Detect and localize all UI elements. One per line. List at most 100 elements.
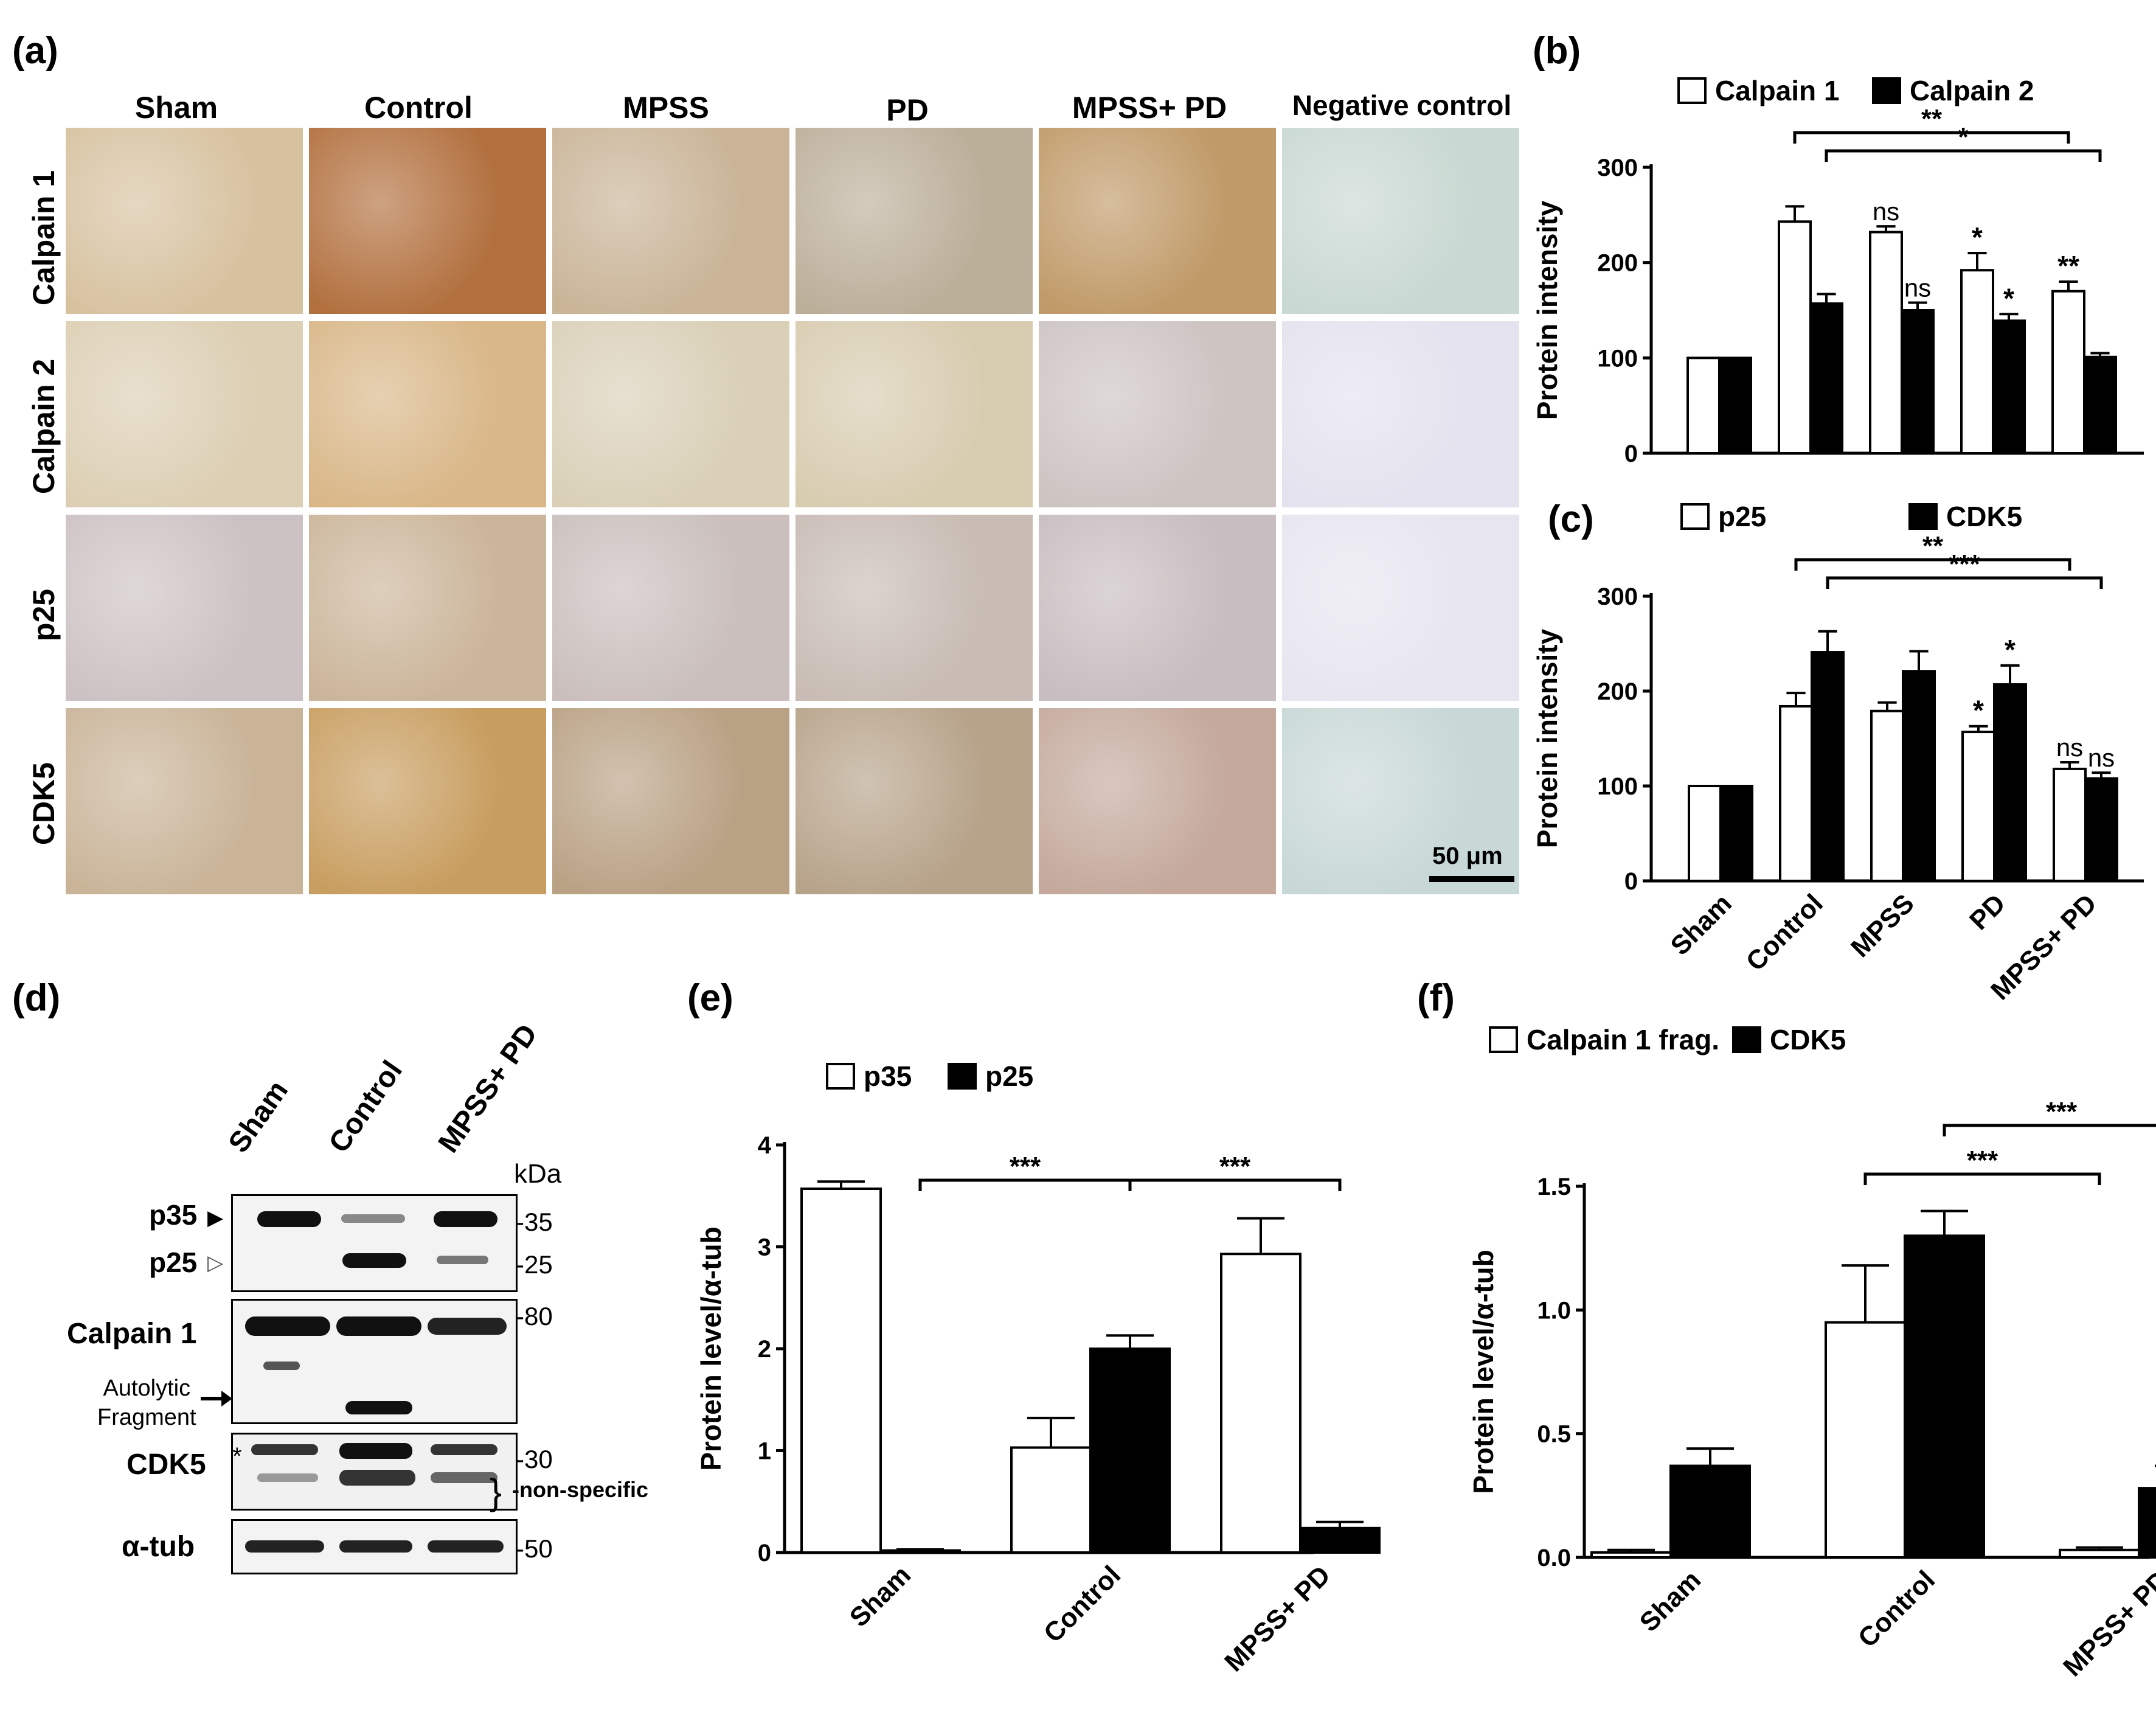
x-tick-label-2: MPSS+ PD (1219, 1560, 1336, 1677)
panel-label-d: (d) (12, 977, 61, 1019)
column-header-negative-control: Negative control (1292, 89, 1512, 121)
band-calpain1-sham (245, 1316, 330, 1336)
column-header-control: Control (364, 91, 473, 125)
y-axis-label: Protein level/α-tub (695, 1226, 727, 1470)
y-tick-label: 1.0 (1537, 1297, 1571, 1324)
bracket-label-1: *** (1949, 549, 1980, 579)
micrograph-tile-3-2 (552, 708, 789, 894)
bar-0-4 (2051, 290, 2085, 454)
column-header-mpss-pd: MPSS+ PD (1072, 91, 1227, 125)
blot-box-cdk5 (231, 1433, 518, 1511)
lane-label-sham: Sham (222, 1074, 295, 1159)
y-tick-label: 200 (1597, 678, 1638, 705)
bar-0-2 (1870, 709, 1904, 882)
x-tick-label-0: Sham (1634, 1565, 1707, 1637)
significance-mark-2: ns (2056, 733, 2083, 762)
significance-mark-1: ns (1904, 273, 1931, 302)
band-p35-control (341, 1214, 405, 1223)
band-p25-mpss-pd (437, 1256, 488, 1264)
bar-1-2 (1901, 309, 1935, 454)
micrograph-tile-3-3 (796, 708, 1033, 894)
bar-0-2 (1869, 231, 1903, 454)
bar-1-2 (2138, 1487, 2156, 1559)
panel-label-b: (b) (1533, 30, 1581, 72)
legend-label-0: p25 (1718, 501, 1766, 532)
band-tub-sham (245, 1540, 324, 1553)
micrograph-tile-1-0 (66, 321, 303, 507)
bracket-label-1: * (1958, 122, 1969, 152)
bar-1-0 (1669, 1464, 1751, 1559)
legend-swatch-1 (948, 1063, 977, 1090)
band-label-cdk5: CDK5 (127, 1448, 206, 1481)
y-tick-label: 0 (1624, 440, 1638, 467)
micrograph-tile-2-0 (66, 515, 303, 701)
bracket-0 (1793, 131, 2070, 144)
y-tick-label: 0.0 (1537, 1545, 1571, 1571)
y-tick-label: 300 (1597, 583, 1638, 610)
band-label-calpain1: Calpain 1 (67, 1318, 197, 1350)
band-label-alpha-tub: α-tub (122, 1531, 195, 1563)
significance-mark-3: ns (2088, 743, 2115, 772)
bar-0-1 (1825, 1321, 1906, 1559)
bar-0-2 (2059, 1548, 2140, 1559)
bracket-1 (1128, 1178, 1342, 1191)
bar-1-4 (2083, 355, 2117, 454)
bracket-label-1: *** (1219, 1152, 1251, 1181)
panel-label-a: (a) (12, 30, 58, 72)
bracket-1 (1826, 576, 2103, 589)
significance-mark-4: ** (2057, 250, 2079, 282)
kda-header: kDa (514, 1159, 562, 1189)
micrograph-tile-2-2 (552, 515, 789, 701)
micrograph-tile-3-0 (66, 708, 303, 894)
fragment-arrow-icon (221, 1391, 232, 1407)
bar-1-0 (1719, 785, 1753, 882)
y-tick-label: 0.5 (1537, 1421, 1571, 1448)
bar-1-1 (1089, 1348, 1171, 1554)
bar-0-3 (1960, 269, 1994, 454)
band-nonspecific-sham (257, 1473, 318, 1482)
legend-label-1: p25 (985, 1060, 1033, 1092)
bar-0-2 (1220, 1253, 1302, 1554)
bar-0-0 (1590, 1551, 1672, 1559)
micrograph-tile-0-5 (1282, 128, 1519, 314)
micrograph-tile-0-0 (66, 128, 303, 314)
micrograph-tile-2-4 (1039, 515, 1276, 701)
blot-box-alpha-tub (231, 1519, 518, 1574)
asterisk-mark: * (232, 1443, 242, 1470)
legend-swatch-0 (1677, 77, 1707, 104)
micrograph-tile-0-4 (1039, 128, 1276, 314)
x-tick-label-1: Control (1741, 888, 1829, 976)
micrograph-tile-2-1 (309, 515, 546, 701)
significance-mark-3: * (2003, 282, 2014, 314)
band-p35-sham (257, 1211, 321, 1227)
blot-box-calpain1 (231, 1299, 518, 1424)
column-header-pd: PD (886, 93, 929, 127)
bar-0-1 (1010, 1446, 1092, 1554)
marker-80: -80 (516, 1302, 553, 1330)
bracket-icon: } (490, 1472, 502, 1512)
bar-0-0 (1686, 356, 1721, 455)
marker-25: -25 (516, 1250, 553, 1279)
autolytic-fragment-label: Autolytic Fragment (97, 1375, 196, 1430)
micrograph-tile-2-3 (796, 515, 1033, 701)
x-tick-label-2: MPSS (1845, 888, 1920, 963)
fragment-arrow-shaft (201, 1397, 226, 1400)
bracket-label-0: ** (1922, 531, 1944, 561)
x-tick-label-2: MPSS+ PD (2057, 1565, 2156, 1682)
band-calpain1-minor (263, 1362, 300, 1370)
bracket-label-0: *** (1010, 1152, 1041, 1181)
band-nonspecific-mpss-pd (431, 1472, 497, 1483)
bracket-1 (1943, 1124, 2156, 1136)
band-cdk5-mpss-pd (431, 1444, 497, 1455)
y-axis-label: Protein intensity (1531, 200, 1563, 420)
y-tick-label: 4 (758, 1132, 772, 1159)
micrograph-tile-3-4 (1039, 708, 1276, 894)
scale-bar (1429, 876, 1514, 882)
bracket-1 (1825, 149, 2102, 162)
row-header-calpain1: Calpain 1 (27, 170, 61, 306)
bar-0-1 (1779, 704, 1813, 882)
bracket-0 (1863, 1172, 2101, 1185)
band-calpain1-control (336, 1316, 421, 1336)
bar-0-0 (1688, 785, 1722, 882)
bar-1-2 (1299, 1526, 1381, 1554)
